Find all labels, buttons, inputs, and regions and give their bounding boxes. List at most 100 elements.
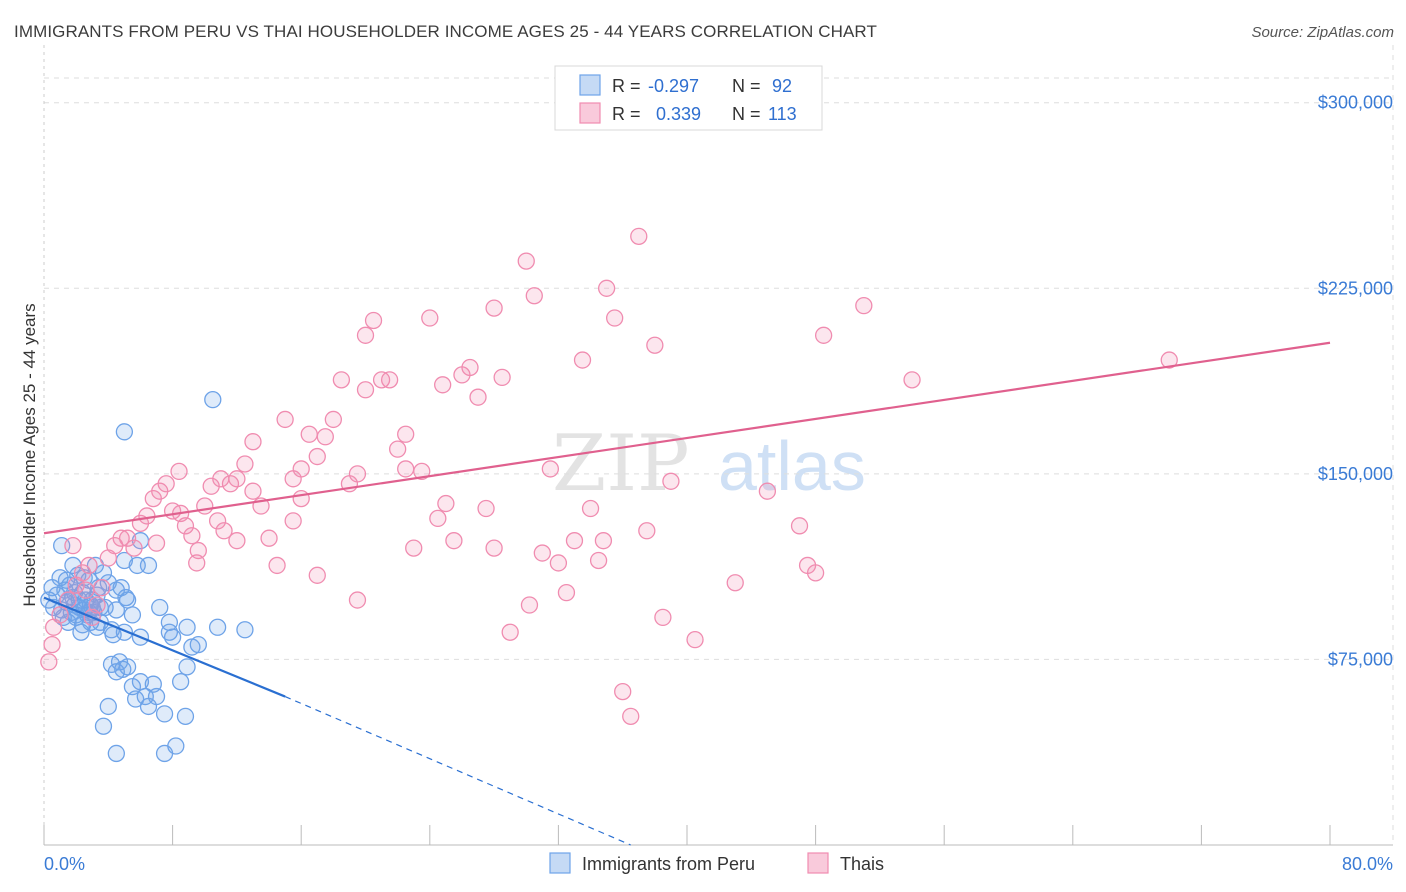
x-tick-label-min: 0.0% [44, 854, 85, 874]
data-point [51, 606, 69, 624]
trend-line-thais [43, 341, 1331, 535]
data-point [429, 509, 447, 528]
watermark-atlas: atlas [718, 427, 866, 505]
legend-n-value-peru: 92 [772, 76, 792, 96]
data-point [208, 618, 227, 636]
data-point [380, 371, 399, 389]
data-point [228, 532, 246, 550]
data-point [469, 388, 487, 406]
bottom-legend-swatch-peru [549, 852, 571, 874]
data-point [157, 475, 175, 493]
data-point [437, 494, 455, 513]
data-point [94, 564, 113, 582]
data-point [208, 512, 227, 530]
chart-title: IMMIGRANTS FROM PERU VS THAI HOUSEHOLDER… [14, 22, 877, 41]
data-point [903, 371, 921, 389]
data-point [160, 613, 179, 631]
data-point [485, 539, 503, 557]
x-tick-label-max: 80.0% [1342, 854, 1393, 874]
bottom-legend-swatch-thais [807, 852, 829, 874]
data-point [163, 628, 182, 646]
legend-n-label-thais: N = [732, 104, 761, 124]
data-point [606, 309, 624, 327]
data-point [160, 623, 179, 641]
trend-line-peru-extrapolated [284, 695, 631, 846]
data-point [573, 351, 592, 369]
data-point [183, 527, 201, 545]
data-point [541, 460, 560, 478]
data-point [77, 581, 95, 599]
bottom-legend-label-thais: Thais [840, 854, 884, 874]
watermark-zip: ZIP [552, 419, 690, 509]
data-point [597, 279, 616, 297]
data-point [188, 554, 206, 572]
data-point [332, 371, 351, 389]
data-point [117, 588, 135, 607]
data-point [525, 287, 543, 305]
data-point [125, 539, 143, 557]
data-point [236, 455, 254, 473]
data-point [638, 522, 656, 540]
legend-r-label-peru: R = [612, 76, 641, 96]
data-point [228, 470, 246, 488]
data-points [40, 227, 1178, 763]
data-point [520, 596, 539, 614]
data-point [324, 410, 343, 429]
data-point [758, 482, 777, 500]
data-point [118, 658, 137, 676]
trend-lines [43, 341, 1331, 846]
gridlines [44, 45, 1394, 845]
y-axis-label: Householder Income Ages 25 - 44 years [20, 303, 39, 606]
data-point [118, 529, 137, 547]
data-point [646, 336, 664, 354]
data-point [348, 591, 367, 609]
data-point [123, 606, 142, 624]
y-tick-label: $300,000 [1318, 93, 1393, 113]
data-point [151, 598, 169, 617]
data-point [170, 462, 188, 481]
data-point [308, 447, 326, 466]
data-point [477, 499, 495, 518]
data-point [236, 621, 254, 639]
data-point [189, 541, 207, 560]
bottom-legend-label-peru: Immigrants from Peru [582, 854, 755, 874]
data-point [581, 499, 600, 518]
data-point [565, 532, 584, 550]
data-point [421, 309, 439, 327]
data-point [260, 529, 278, 547]
data-point [138, 507, 156, 525]
data-point [215, 522, 233, 540]
data-point [614, 682, 632, 701]
data-point [397, 425, 415, 443]
data-point [292, 460, 310, 478]
data-point [622, 707, 640, 725]
data-point [1160, 351, 1178, 369]
legend-r-value-thais: 0.339 [656, 104, 701, 124]
data-point [80, 556, 98, 575]
data-point [57, 571, 76, 589]
data-point [204, 390, 222, 409]
data-point [244, 482, 262, 500]
data-point [493, 368, 511, 387]
data-point [178, 618, 196, 636]
series-thais [40, 227, 1178, 725]
data-point [557, 583, 576, 602]
data-point [139, 697, 158, 716]
y-tick-label: $150,000 [1318, 464, 1393, 484]
data-point [112, 529, 130, 547]
legend-n-value-thais: 113 [768, 104, 797, 124]
data-point [171, 673, 190, 691]
data-point [40, 653, 58, 671]
data-point [176, 707, 195, 725]
data-point [94, 717, 113, 735]
watermark: ZIP atlas [552, 419, 866, 509]
data-point [83, 591, 101, 609]
data-point [139, 556, 158, 575]
data-point [356, 381, 375, 399]
data-point [155, 744, 174, 763]
data-point [107, 601, 125, 619]
data-point [93, 579, 111, 597]
legend-swatch-thais [579, 102, 601, 124]
data-point [388, 440, 407, 458]
data-point [461, 358, 479, 377]
